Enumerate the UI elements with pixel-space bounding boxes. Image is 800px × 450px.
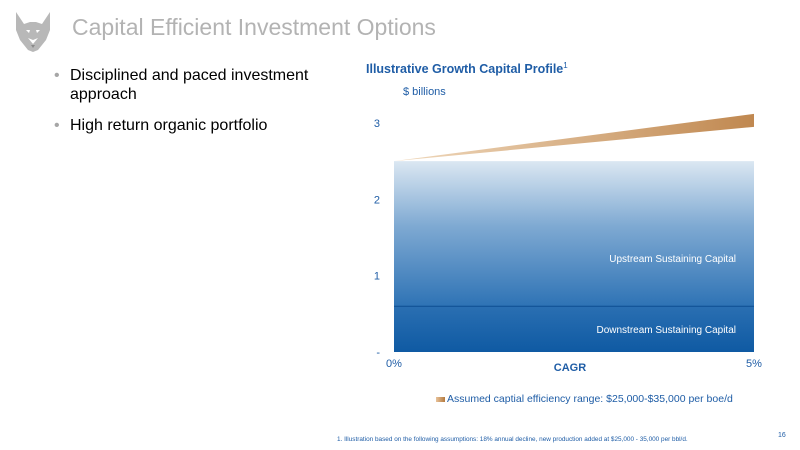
- upstream-area: [394, 161, 754, 307]
- bullet-item: • Disciplined and paced investment approa…: [54, 66, 354, 104]
- y-axis-unit-label: $ billions: [403, 86, 446, 98]
- y-tick-label: 2: [374, 194, 380, 206]
- y-tick-label: 1: [374, 271, 380, 283]
- bullet-text: Disciplined and paced investment approac…: [70, 67, 309, 103]
- footnote: 1. Illustration based on the following a…: [337, 436, 688, 443]
- bullet-dot-icon: •: [54, 67, 60, 84]
- bullet-dot-icon: •: [54, 117, 60, 134]
- page-number: 16: [778, 432, 786, 439]
- legend-label: Assumed captial efficiency range: $25,00…: [447, 393, 733, 405]
- growth-range-area: [394, 113, 754, 162]
- plot-area: Downstream Sustaining Capital Upstream Su…: [374, 113, 762, 370]
- y-tick-label: -: [376, 347, 380, 359]
- upstream-series-label: Upstream Sustaining Capital: [609, 254, 736, 265]
- bullet-list: • Disciplined and paced investment approa…: [54, 66, 354, 147]
- downstream-area: [394, 306, 754, 352]
- x-tick-label: 0%: [386, 358, 402, 370]
- chart-title-superscript: 1: [563, 61, 568, 70]
- slide-title: Capital Efficient Investment Options: [72, 14, 436, 40]
- bullet-item: • High return organic portfolio: [54, 116, 354, 135]
- husky-dog-logo: [16, 12, 50, 52]
- downstream-series-label: Downstream Sustaining Capital: [596, 325, 736, 336]
- chart-title-text: Illustrative Growth Capital Profile: [366, 62, 564, 77]
- chart-legend: Assumed captial efficiency range: $25,00…: [436, 393, 733, 405]
- bullet-text: High return organic portfolio: [70, 117, 268, 134]
- chart-title: Illustrative Growth Capital Profile1: [366, 61, 568, 76]
- y-tick-label: 3: [374, 118, 380, 130]
- growth-range-swatch: [436, 396, 445, 402]
- x-axis-title: CAGR: [554, 362, 586, 374]
- x-tick-label: 5%: [746, 358, 762, 370]
